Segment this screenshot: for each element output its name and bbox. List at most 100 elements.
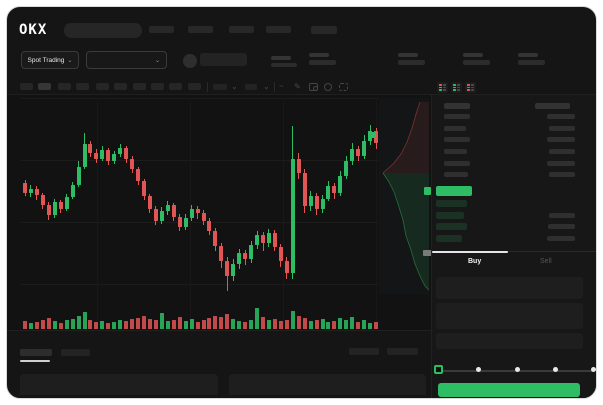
- nav-item-2[interactable]: [188, 26, 213, 33]
- slider-dot[interactable]: [476, 367, 482, 372]
- fullscreen-icon[interactable]: [339, 83, 348, 91]
- candle-body: [249, 245, 254, 259]
- timeframe-button-7[interactable]: [133, 83, 146, 90]
- bottom-tab-underline: [20, 360, 50, 362]
- settings-icon[interactable]: [324, 83, 332, 91]
- volume-bar: [308, 321, 313, 329]
- volume-bar: [225, 314, 230, 329]
- timeframe-button-2-active[interactable]: [38, 83, 51, 90]
- candle-body: [177, 217, 182, 227]
- line-tool-icon[interactable]: ~: [279, 82, 284, 91]
- range-button-1[interactable]: [349, 348, 379, 355]
- ask-amount-bar: [549, 172, 575, 177]
- candle-body: [189, 209, 194, 218]
- market-type-selector[interactable]: Spot Trading ⌄: [21, 51, 79, 69]
- chevron-down-icon: ⌄: [154, 57, 160, 64]
- candle-body: [23, 183, 27, 193]
- last-price-pill[interactable]: [436, 186, 472, 196]
- volume-bar: [237, 321, 242, 329]
- ask-price-bar[interactable]: [444, 137, 470, 142]
- candle-body: [243, 253, 248, 259]
- camera-icon[interactable]: [309, 83, 318, 91]
- candle-body: [308, 196, 313, 206]
- orderbook-header-price: [444, 103, 470, 109]
- orderbook-view-both-icon[interactable]: [437, 82, 448, 93]
- bottom-panel-2[interactable]: [229, 374, 426, 395]
- candle-body: [153, 209, 158, 221]
- slider-dot[interactable]: [514, 367, 520, 372]
- slider-handle[interactable]: [434, 365, 443, 374]
- candle-body: [76, 167, 81, 185]
- volume-bar: [142, 316, 146, 329]
- buy-button[interactable]: [438, 383, 580, 397]
- candle-body: [136, 169, 141, 181]
- search-input[interactable]: [64, 23, 142, 38]
- ask-price-bar[interactable]: [444, 149, 467, 154]
- volume-bar: [64, 320, 69, 329]
- orderbook-view-asks-icon[interactable]: [465, 82, 476, 93]
- bid-price-bar[interactable]: [436, 212, 464, 219]
- draw-pencil-icon[interactable]: ✎: [294, 82, 301, 91]
- chart-type-dropdown[interactable]: [245, 84, 257, 90]
- bid-price-bar[interactable]: [436, 235, 462, 242]
- nav-item-5[interactable]: [311, 26, 337, 34]
- nav-item-3[interactable]: [229, 26, 254, 33]
- slider-dot[interactable]: [591, 367, 596, 372]
- candle-body: [34, 189, 39, 195]
- ask-amount-bar: [549, 126, 575, 131]
- candle-body: [255, 235, 260, 245]
- ask-price-bar[interactable]: [444, 161, 470, 166]
- tab-sell[interactable]: Sell: [540, 258, 552, 265]
- ask-price-bar[interactable]: [444, 126, 466, 131]
- total-input[interactable]: [436, 333, 583, 349]
- timeframe-button-1[interactable]: [20, 83, 33, 90]
- volume-bar: [207, 318, 212, 329]
- ask-price-bar[interactable]: [444, 114, 470, 119]
- bottom-tab-2[interactable]: [61, 349, 90, 356]
- slider-dot[interactable]: [552, 367, 558, 372]
- candle-body: [302, 173, 307, 206]
- timeframe-button-3[interactable]: [58, 83, 71, 90]
- candlestick-chart-region[interactable]: [7, 95, 432, 331]
- token-avatar: [183, 54, 197, 68]
- volume-bar: [171, 320, 176, 329]
- nav-item-4[interactable]: [266, 26, 291, 33]
- volume-bar: [344, 320, 349, 329]
- candle-body: [106, 150, 111, 161]
- candle-body: [40, 195, 45, 205]
- volume-bar: [40, 320, 45, 329]
- nav-item-1[interactable]: [149, 26, 174, 33]
- volume-bar: [88, 320, 93, 329]
- depth-bids-line: [382, 172, 429, 291]
- volume-bar: [70, 319, 75, 329]
- bottom-tab-active[interactable]: [20, 349, 52, 356]
- volume-bar: [368, 323, 373, 329]
- bid-price-bar[interactable]: [436, 200, 467, 207]
- volume-bar: [118, 320, 123, 329]
- timeframe-button-8[interactable]: [151, 83, 164, 90]
- timeframe-button-6[interactable]: [114, 83, 127, 90]
- candle-body: [171, 205, 176, 217]
- volume-bar: [34, 322, 39, 329]
- bid-price-bar[interactable]: [436, 223, 467, 230]
- price-input[interactable]: [436, 277, 583, 299]
- tab-buy[interactable]: Buy: [468, 258, 482, 265]
- timeframe-button-5[interactable]: [96, 83, 109, 90]
- ask-price-bar[interactable]: [444, 172, 468, 177]
- timeframe-button-4[interactable]: [76, 83, 89, 90]
- candle-body: [58, 202, 63, 209]
- pair-selector[interactable]: ⌄: [86, 51, 167, 69]
- orderbook-view-bids-icon[interactable]: [451, 82, 462, 93]
- timeframe-button-9[interactable]: [169, 83, 182, 90]
- volume-bar: [326, 322, 331, 329]
- indicator-dropdown[interactable]: [213, 84, 227, 90]
- range-button-2[interactable]: [387, 348, 418, 355]
- amount-input[interactable]: [436, 303, 583, 329]
- bottom-panel-1[interactable]: [20, 374, 218, 395]
- chevron-down-icon[interactable]: ⌄: [231, 82, 238, 91]
- chevron-down-icon[interactable]: ⌄: [263, 82, 270, 91]
- candle-body: [88, 144, 93, 153]
- candle-body: [356, 149, 361, 156]
- timeframe-button-10[interactable]: [188, 83, 201, 90]
- depth-asks-line: [382, 101, 421, 174]
